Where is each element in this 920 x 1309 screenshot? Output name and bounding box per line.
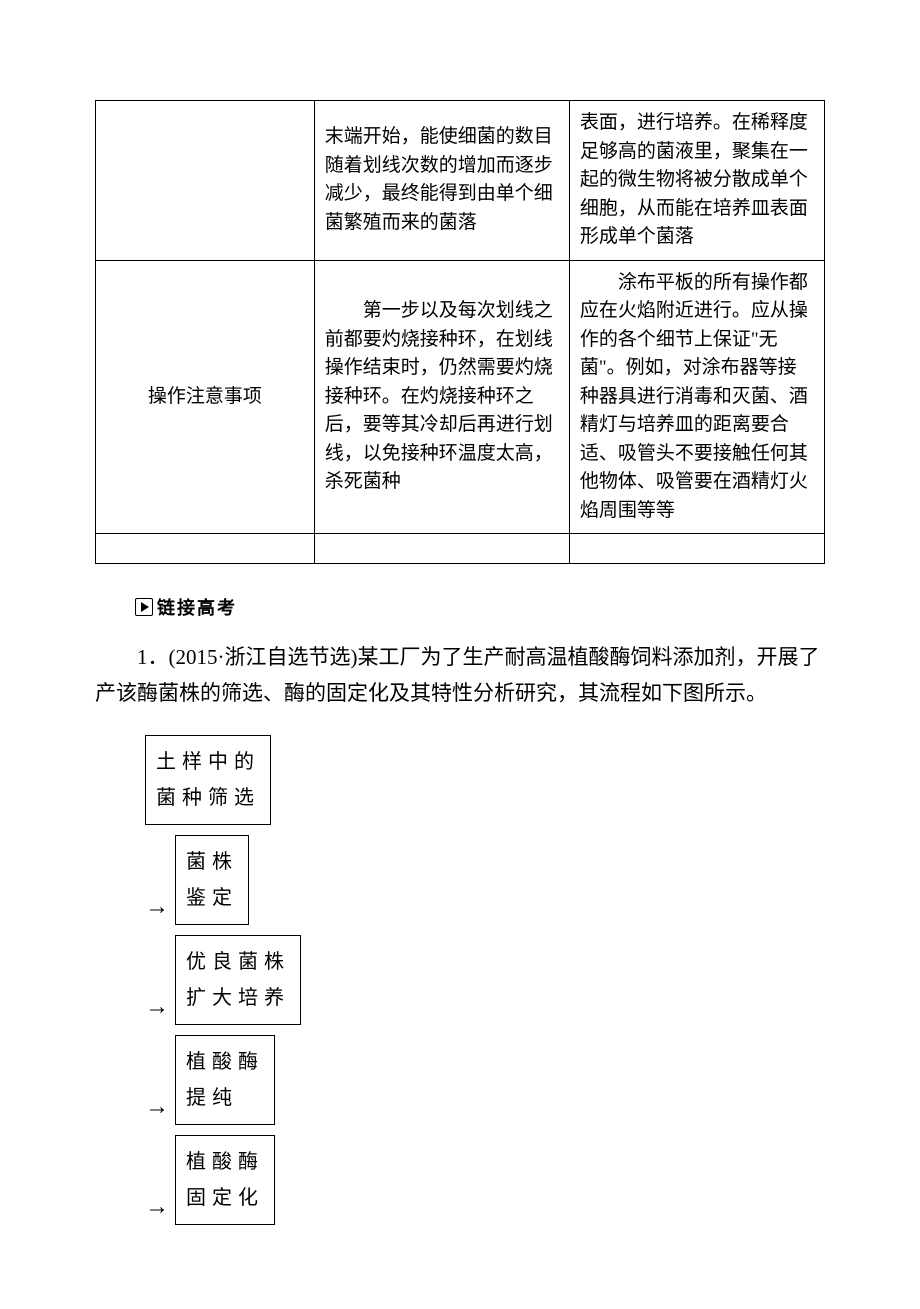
flow-line: 固定化	[186, 1187, 264, 1209]
cell-streak-desc: 末端开始，能使细菌的数目随着划线次数的增加而逐步减少，最终能得到由单个细菌繁殖而…	[314, 101, 569, 261]
flow-box: 土样中的 菌种筛选	[145, 735, 271, 825]
flow-line: 扩大培养	[186, 987, 290, 1009]
flow-line: 土样中的	[156, 751, 260, 773]
empty-cell	[314, 534, 569, 564]
arrow-icon: →	[145, 994, 169, 1021]
comparison-table: 末端开始，能使细菌的数目随着划线次数的增加而逐步减少，最终能得到由单个细菌繁殖而…	[95, 100, 825, 564]
cell-method-label-1	[96, 101, 315, 261]
flow-line: 优良菌株	[186, 951, 290, 973]
question-source: (2015·浙江自选节选)	[169, 645, 358, 669]
section-header: 链接高考	[135, 594, 825, 620]
cell-notes-label: 操作注意事项	[96, 260, 315, 534]
table-row-empty	[96, 534, 825, 564]
cell-spread-desc: 表面，进行培养。在稀释度足够高的菌液里，聚集在一起的微生物将被分散成单个细胞，从…	[569, 101, 824, 261]
empty-cell	[96, 534, 315, 564]
section-header-text: 链接高考	[157, 594, 237, 620]
flow-box: 优良菌株 扩大培养	[175, 935, 301, 1025]
cell-spread-notes: 涂布平板的所有操作都应在火焰附近进行。应从操作的各个细节上保证"无菌"。例如，对…	[569, 260, 824, 534]
flow-step: → 优良菌株 扩大培养	[145, 931, 825, 1029]
flow-step: → 植酸酶 固定化	[145, 1131, 825, 1229]
flow-box: 植酸酶 提纯	[175, 1035, 275, 1125]
table-row: 末端开始，能使细菌的数目随着划线次数的增加而逐步减少，最终能得到由单个细菌繁殖而…	[96, 101, 825, 261]
flow-line: 植酸酶	[186, 1051, 264, 1073]
flowchart: 土样中的 菌种筛选 → 菌株 鉴定 → 优良菌株 扩大培养 → 植酸酶 提纯 →…	[145, 731, 825, 1229]
flow-step: → 植酸酶 提纯	[145, 1031, 825, 1129]
table-row: 操作注意事项 第一步以及每次划线之前都要灼烧接种环，在划线操作结束时，仍然需要灼…	[96, 260, 825, 534]
flow-step: → 菌株 鉴定	[145, 831, 825, 929]
flow-line: 鉴定	[186, 887, 238, 909]
flow-line: 提纯	[186, 1087, 238, 1109]
arrow-icon: →	[145, 894, 169, 921]
play-icon	[135, 598, 153, 616]
cell-streak-notes: 第一步以及每次划线之前都要灼烧接种环，在划线操作结束时，仍然需要灼烧接种环。在灼…	[314, 260, 569, 534]
arrow-icon: →	[145, 1094, 169, 1121]
flow-line: 植酸酶	[186, 1151, 264, 1173]
flow-step: 土样中的 菌种筛选	[145, 731, 825, 829]
question-paragraph: 1．(2015·浙江自选节选)某工厂为了生产耐高温植酸酶饲料添加剂，开展了产该酶…	[95, 640, 825, 711]
empty-cell	[569, 534, 824, 564]
question-number: 1．	[137, 645, 169, 669]
play-triangle-icon	[141, 602, 149, 612]
arrow-icon: →	[145, 1194, 169, 1221]
flow-box: 植酸酶 固定化	[175, 1135, 275, 1225]
flow-box: 菌株 鉴定	[175, 835, 249, 925]
flow-line: 菌种筛选	[156, 787, 260, 809]
flow-line: 菌株	[186, 851, 238, 873]
